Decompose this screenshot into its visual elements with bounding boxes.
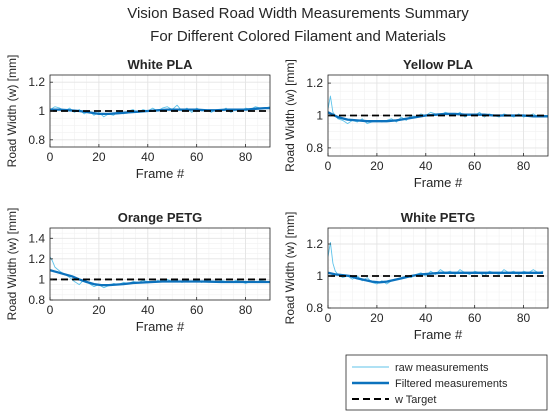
x-tick-label: 0 [325,159,332,173]
x-tick-label: 80 [239,150,253,164]
y-tick-label: 1.4 [28,231,45,245]
plot-data-layer [50,256,270,289]
x-tick-label: 40 [141,150,155,164]
subplot-4: 0 20 40 60 80 0.8 1 1.2 White PETG Frame # Road Wi… [283,210,549,342]
subplot-2: 0 20 40 60 80 0.8 1 1.2 Yellow PLA Frame # Road Wi… [283,57,549,190]
legend: raw measurements Filtered measurements w… [345,354,548,411]
x-tick-label: 80 [517,159,531,173]
y-axis-label: Road Width (w) [mm] [283,212,297,325]
x-tick-label: 0 [325,311,332,325]
subplot-title: Yellow PLA [403,57,474,72]
y-axis-label: Road Width (w) [mm] [5,208,19,321]
x-tick-label: 60 [190,303,204,317]
y-axis-label: Road Width (w) [mm] [5,55,19,168]
x-tick-label: 60 [190,150,204,164]
axes-box [327,227,549,309]
x-tick-label: 0 [47,303,54,317]
x-tick-label: 60 [468,159,482,173]
x-tick-label: 40 [419,159,433,173]
x-axis-label: Frame # [414,175,463,190]
y-axis-label: Road Width (w) [mm] [283,59,297,172]
y-tick-label: 1.2 [306,237,323,251]
filtered-measurements-line [50,106,270,116]
x-tick-label: 80 [517,311,531,325]
plot-data-layer [50,104,270,118]
legend-target-label: w Target [394,394,436,406]
x-axis-label: Frame # [136,166,185,181]
subplot-title: White PETG [401,210,475,225]
figure-title-line-2: For Different Colored Filament and Mater… [150,28,446,45]
filtered-measurements-line [328,271,544,284]
x-tick-label: 20 [370,159,384,173]
x-tick-label: 60 [468,311,482,325]
y-tick-label: 1 [38,272,45,286]
y-tick-label: 0.8 [306,141,323,155]
subplot-title: Orange PETG [118,210,203,225]
subplot-3: 0 20 40 60 80 0.8 1 1.2 1.4 Orange PETG Frame # Roa… [5,208,271,334]
x-tick-label: 40 [141,303,155,317]
legend-filtered-label: Filtered measurements [395,378,508,390]
subplot-title: White PLA [128,57,194,72]
y-tick-label: 1.2 [28,252,45,266]
legend-raw-label: raw measurements [395,362,489,374]
y-tick-label: 1 [316,269,323,283]
plot-data-layer [328,95,548,125]
y-tick-label: 0.8 [306,301,323,315]
filtered-measurements-line [50,269,270,287]
x-tick-label: 80 [239,303,253,317]
plot-data-layer [328,241,548,285]
y-tick-label: 1 [316,109,323,123]
x-tick-label: 40 [419,311,433,325]
x-tick-label: 0 [47,150,54,164]
axes-box [49,227,271,301]
y-tick-label: 1 [38,104,45,118]
y-tick-label: 0.8 [28,293,45,307]
x-tick-label: 20 [92,303,106,317]
x-tick-label: 20 [92,150,106,164]
subplot-1: 0 20 40 60 80 0.8 1 1.2 White PLA Frame # Road Wid… [5,55,271,181]
y-tick-label: 1.2 [306,76,323,90]
x-axis-label: Frame # [414,327,463,342]
y-tick-label: 1.2 [28,75,45,89]
subplots-group: 0 20 40 60 80 0.8 1 1.2 White PLA Frame # Road Wid… [5,55,549,342]
y-tick-label: 0.8 [28,133,45,147]
figure-title-line-1: Vision Based Road Width Measurements Sum… [127,5,469,22]
x-tick-label: 20 [370,311,384,325]
x-axis-label: Frame # [136,319,185,334]
